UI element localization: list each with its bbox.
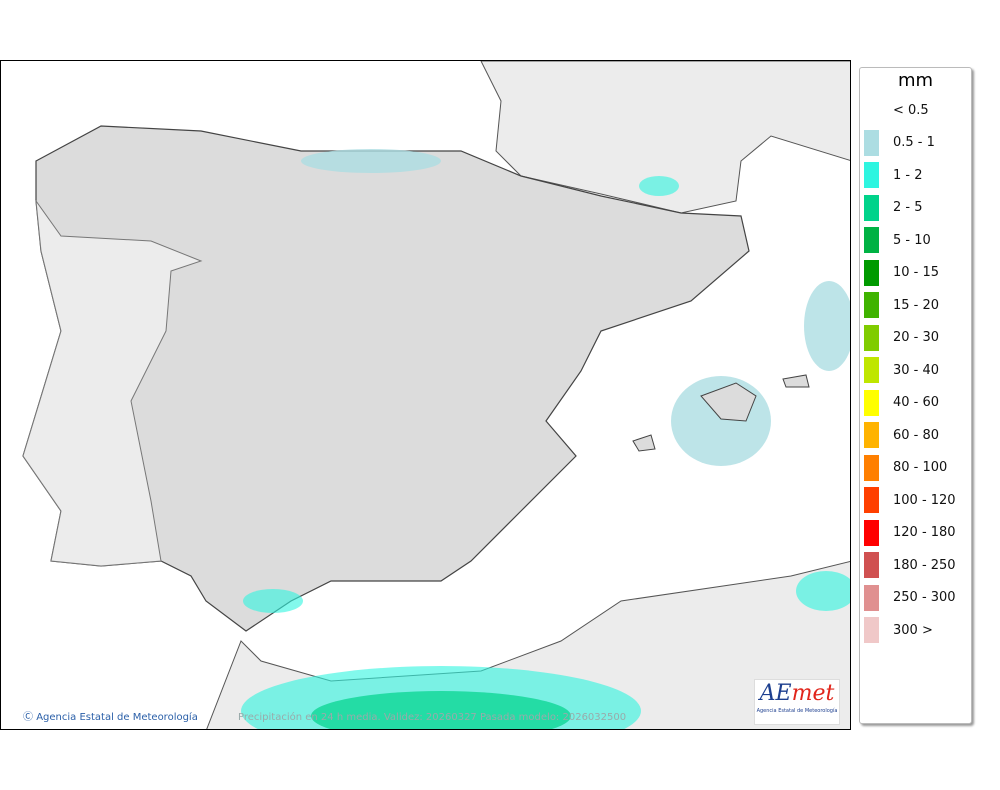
credit-text: Agencia Estatal de Meteorología — [36, 712, 198, 723]
legend-label: 100 - 120 — [893, 492, 956, 508]
legend-label: 0.5 - 1 — [893, 135, 935, 150]
copyright-icon: Ⓒ — [23, 712, 37, 723]
ibiza-land — [632, 434, 656, 452]
precip-malaga — [243, 589, 303, 613]
legend-swatch — [864, 227, 879, 253]
legend-label: 5 - 10 — [893, 232, 931, 248]
legend-swatch — [864, 162, 879, 188]
legend-label: 1 - 2 — [893, 167, 923, 183]
logo-subtitle: Agencia Estatal de Meteorología — [756, 708, 838, 714]
menorca-land — [782, 374, 810, 388]
legend-unit: mm — [897, 70, 934, 91]
legend-label: 40 - 60 — [893, 395, 940, 410]
legend-swatch — [864, 487, 879, 513]
portugal-land — [22, 199, 203, 567]
legend-item: 180 - 250 — [864, 552, 956, 578]
precip-east-sea — [804, 281, 850, 371]
legend-swatch — [864, 292, 879, 318]
legend-swatch — [864, 324, 879, 351]
precip-pyrenees — [639, 176, 679, 196]
legend-label: 10 - 15 — [893, 265, 940, 280]
legend-item: 0.5 - 1 — [864, 129, 935, 156]
legend-label: 30 - 40 — [893, 362, 940, 378]
legend-item: 5 - 10 — [864, 227, 931, 253]
legend-swatch — [864, 584, 879, 611]
legend-swatch — [864, 357, 879, 383]
precip-north — [301, 149, 441, 173]
copyright-credit: Ⓒ Agencia Estatal de Meteorología — [23, 708, 198, 723]
legend-swatch — [864, 129, 879, 156]
legend-label: 60 - 80 — [893, 427, 940, 443]
legend-item: 1 - 2 — [864, 162, 923, 188]
legend-swatch — [864, 259, 879, 286]
legend-label: 20 - 30 — [893, 330, 940, 345]
legend-label: 15 - 20 — [893, 297, 940, 313]
legend-label: 80 - 100 — [893, 460, 948, 475]
legend-label: 2 - 5 — [893, 200, 923, 215]
legend-swatch — [864, 552, 879, 578]
legend-label: 180 - 250 — [893, 557, 956, 573]
france-land — [480, 61, 850, 214]
legend-item: 80 - 100 — [864, 454, 948, 481]
legend-swatch — [864, 97, 879, 123]
legend-swatch — [864, 519, 879, 546]
legend-item: 10 - 15 — [864, 259, 940, 286]
precipitation-map: Ⓒ Agencia Estatal de Meteorología Precip… — [0, 60, 851, 730]
legend-swatch — [864, 422, 879, 448]
legend-label: 250 - 300 — [893, 590, 956, 605]
legend-item: 30 - 40 — [864, 357, 939, 383]
aemet-logo: AEmet Agencia Estatal de Meteorología — [754, 679, 840, 725]
legend-item: 2 - 5 — [864, 194, 923, 221]
legend-item: 300 > — [864, 617, 933, 643]
map-caption: Precipitación en 24 h media. Validez: 20… — [238, 712, 627, 723]
map-canvas — [22, 61, 850, 729]
precip-algeria — [796, 571, 850, 611]
legend-item: 40 - 60 — [864, 389, 940, 416]
legend-item: 20 - 30 — [864, 324, 940, 351]
legend-item: 120 - 180 — [864, 519, 956, 546]
legend-label: 120 - 180 — [893, 525, 956, 540]
legend-item: 100 - 120 — [864, 487, 956, 513]
legend-item: 60 - 80 — [864, 422, 939, 448]
legend-item: 15 - 20 — [864, 292, 939, 318]
legend-label: < 0.5 — [893, 102, 929, 118]
legend-swatch — [864, 617, 879, 643]
legend-label: 300 > — [893, 622, 933, 638]
legend-item: 250 - 300 — [864, 584, 956, 611]
legend-swatch — [864, 454, 879, 481]
precip-africa-core — [311, 691, 571, 729]
mallorca-land — [700, 382, 757, 422]
legend-swatch — [864, 389, 879, 416]
legend-item: < 0.5 — [864, 97, 929, 123]
precipitation-legend: mm < 0.5 0.5 - 1 1 - 2 2 - 5 5 - 10 10 - 15 15… — [859, 67, 972, 724]
logo-text: AEmet — [759, 681, 835, 706]
legend-swatch — [864, 194, 879, 221]
